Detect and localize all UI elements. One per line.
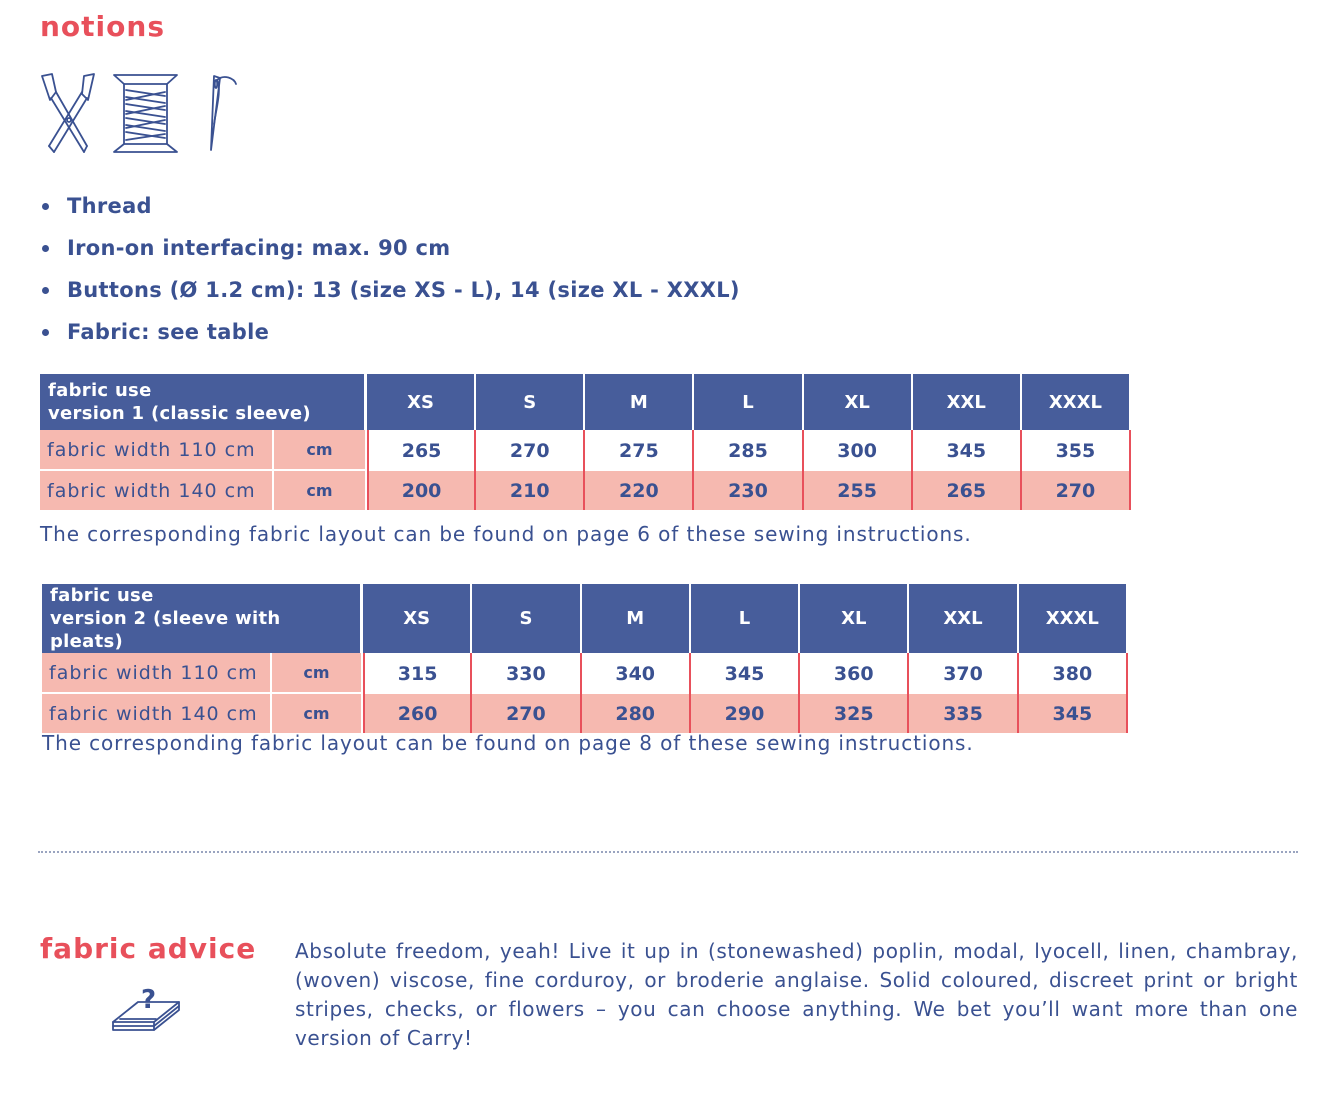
table-header-row: fabric use version 1 (classic sleeve) XS… xyxy=(40,374,1131,430)
table-cell: 270 xyxy=(476,430,586,471)
table-cell: 210 xyxy=(476,471,586,510)
fabric-use-table-version-1: fabric use version 1 (classic sleeve) XS… xyxy=(40,374,1131,510)
header-line-1: fabric use xyxy=(48,380,152,401)
table-cell: 265 xyxy=(912,471,1022,510)
table-row: fabric width 140 cm cm 260 270 280 290 3… xyxy=(42,694,1128,733)
table-cell: 270 xyxy=(472,694,582,733)
table-row: fabric width 110 cm cm 265 270 275 285 3… xyxy=(40,430,1131,471)
notions-icons xyxy=(41,73,237,153)
section-divider xyxy=(38,851,1298,853)
table-cell: 200 xyxy=(367,471,477,510)
table-cell: 220 xyxy=(585,471,695,510)
size-header: XL xyxy=(800,584,910,653)
table-cell: 380 xyxy=(1018,653,1128,694)
table-cell: 325 xyxy=(800,694,910,733)
table-header-label: fabric use version 2 (sleeve with pleats… xyxy=(42,584,363,653)
fabric-stack-question-icon: ? xyxy=(112,985,180,1031)
table-cell: 345 xyxy=(1018,694,1128,733)
fabric-advice-text: Absolute freedom, yeah! Live it up in (s… xyxy=(295,939,1298,1050)
unit-label: cm xyxy=(272,694,363,733)
fabric-advice-title: fabric advice xyxy=(40,932,257,965)
table-cell: 270 xyxy=(1021,471,1131,510)
unit-label: cm xyxy=(272,653,363,694)
notions-list: Thread Iron-on interfacing: max. 90 cm B… xyxy=(40,190,740,358)
table-cell: 360 xyxy=(800,653,910,694)
table-row: fabric width 140 cm cm 200 210 220 230 2… xyxy=(40,471,1131,510)
fabric-use-table-version-2: fabric use version 2 (sleeve with pleats… xyxy=(42,584,1128,733)
table-cell: 265 xyxy=(367,430,477,471)
size-header: XXL xyxy=(912,374,1022,430)
header-line-1: fabric use xyxy=(50,585,154,606)
size-header: S xyxy=(476,374,586,430)
size-header: XXXL xyxy=(1021,374,1131,430)
table-header-row: fabric use version 2 (sleeve with pleats… xyxy=(42,584,1128,653)
size-header: M xyxy=(581,584,691,653)
size-header: XL xyxy=(803,374,913,430)
fabric-layout-note: The corresponding fabric layout can be f… xyxy=(40,522,972,546)
table-row: fabric width 110 cm cm 315 330 340 345 3… xyxy=(42,653,1128,694)
header-line-2: version 1 (classic sleeve) xyxy=(48,403,311,424)
row-label: fabric width 110 cm xyxy=(42,653,272,694)
table-cell: 335 xyxy=(909,694,1019,733)
table-header-label: fabric use version 1 (classic sleeve) xyxy=(40,374,367,430)
size-header: XS xyxy=(367,374,477,430)
table-cell: 315 xyxy=(363,653,473,694)
table-cell: 280 xyxy=(581,694,691,733)
table-cell: 345 xyxy=(690,653,801,694)
svg-text:?: ? xyxy=(141,985,156,1015)
unit-label: cm xyxy=(274,430,367,471)
table-cell: 345 xyxy=(912,430,1022,471)
table-cell: 285 xyxy=(694,430,804,471)
table-cell: 300 xyxy=(803,430,913,471)
table-cell: 370 xyxy=(909,653,1019,694)
size-header: S xyxy=(472,584,582,653)
scissors-icon xyxy=(41,73,95,153)
table-cell: 330 xyxy=(472,653,582,694)
row-label: fabric width 140 cm xyxy=(42,694,272,733)
row-label: fabric width 110 cm xyxy=(40,430,274,471)
row-label: fabric width 140 cm xyxy=(40,471,274,510)
thread-spool-icon xyxy=(113,74,178,153)
table-cell: 260 xyxy=(363,694,473,733)
list-item: Iron-on interfacing: max. 90 cm xyxy=(40,232,740,274)
table-cell: 255 xyxy=(803,471,913,510)
table-cell: 340 xyxy=(581,653,691,694)
header-line-2: version 2 (sleeve with pleats) xyxy=(50,608,281,652)
table-cell: 230 xyxy=(694,471,804,510)
needle-icon xyxy=(210,75,237,151)
size-header: XXL xyxy=(909,584,1019,653)
table-cell: 355 xyxy=(1021,430,1131,471)
size-header: XXXL xyxy=(1018,584,1128,653)
unit-label: cm xyxy=(274,471,367,510)
notions-title: notions xyxy=(40,10,165,43)
list-item: Buttons (Ø 1.2 cm): 13 (size XS - L), 14… xyxy=(40,274,740,316)
table-cell: 290 xyxy=(690,694,801,733)
table-cell: 275 xyxy=(585,430,695,471)
list-item: Fabric: see table xyxy=(40,316,740,358)
list-item: Thread xyxy=(40,190,740,232)
size-header: L xyxy=(694,374,804,430)
size-header: L xyxy=(690,584,801,653)
size-header: XS xyxy=(363,584,473,653)
fabric-layout-note: The corresponding fabric layout can be f… xyxy=(42,731,974,755)
size-header: M xyxy=(585,374,695,430)
